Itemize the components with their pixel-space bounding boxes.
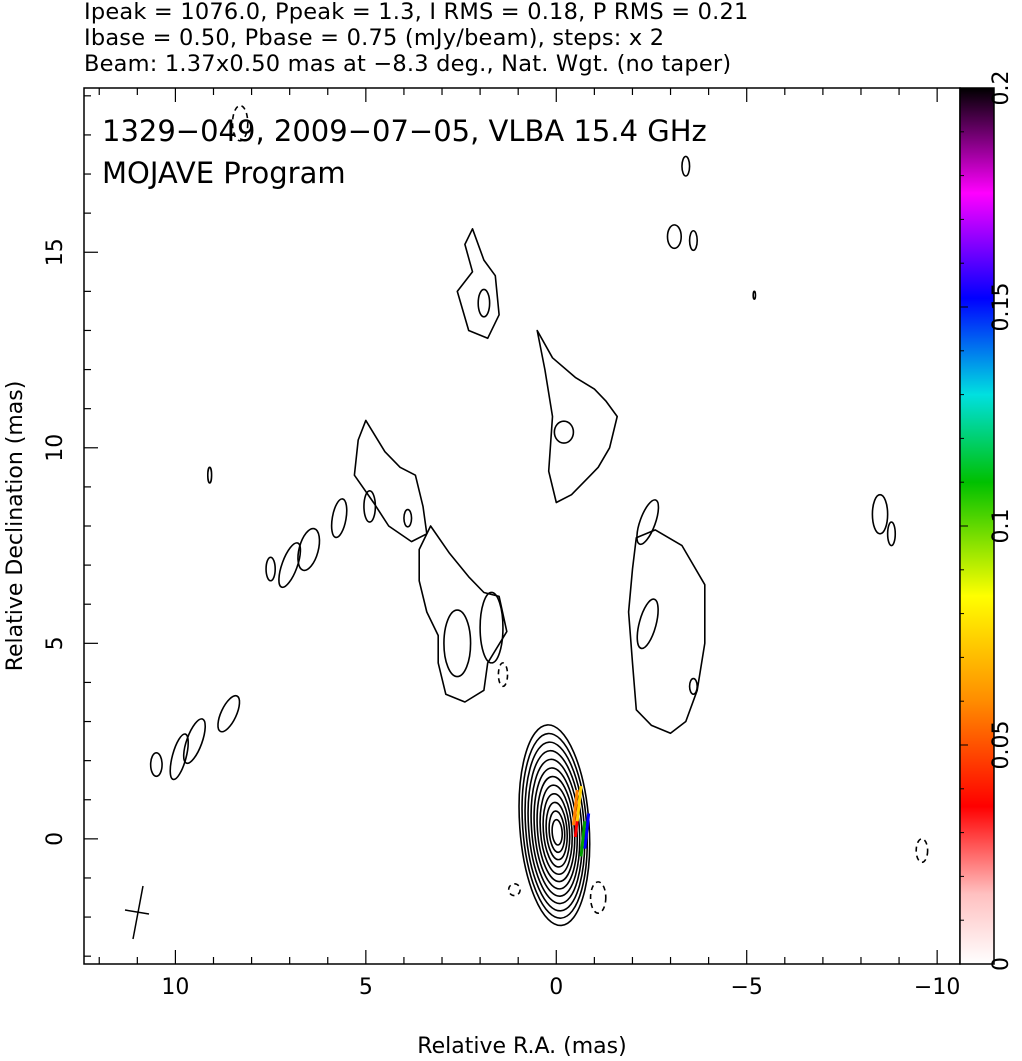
jet-contour: [403, 508, 413, 528]
jet-contour: [182, 718, 207, 765]
core-contour: [548, 810, 566, 854]
core-contour: [542, 793, 571, 868]
negative-contour: [497, 662, 509, 688]
negative-contour: [507, 883, 521, 897]
header-line-3: Beam: 1.37x0.50 mas at −8.3 deg., Nat. W…: [84, 51, 732, 77]
x-tick-label: 10: [161, 975, 189, 1000]
jet-contour: [636, 499, 660, 546]
polarization-vector: [575, 785, 583, 822]
axis-ticks: 10 5 0 −5 −10 0 5 10 15: [43, 88, 960, 1000]
core-contour: [539, 784, 573, 876]
jet-contour: [149, 752, 163, 778]
header-line-1: Ipeak = 1076.0, Ppeak = 1.3, I RMS = 0.1…: [84, 0, 749, 25]
core-contour: [530, 758, 581, 897]
core-contour: [551, 818, 564, 846]
x-tick-label: −10: [914, 975, 960, 1000]
contour-layer: [149, 104, 929, 927]
jet-contour: [871, 493, 889, 535]
jet-contour: [886, 521, 897, 547]
jet-contour: [330, 498, 348, 539]
jet-contour: [217, 694, 241, 733]
x-tick-label: 5: [359, 975, 373, 1000]
y-tick-label: 10: [43, 434, 68, 462]
colorbar-tick-label: 0: [989, 957, 1014, 971]
jet-contour: [688, 677, 698, 695]
polarization-vectors: [571, 785, 591, 857]
jet-contour: [297, 527, 321, 572]
jet-contour: [688, 229, 698, 252]
jet-contour: [681, 155, 691, 177]
polarization-vector: [571, 789, 579, 826]
jet-contour: [752, 290, 757, 300]
x-tick-label: −5: [730, 975, 762, 1000]
jet-contour: [265, 556, 276, 582]
jet-contour: [231, 104, 249, 142]
colorbar-tick-label: 0.2: [989, 71, 1014, 106]
chart-title: 1329−049, 2009−07−05, VLBA 15.4 GHz: [102, 114, 707, 148]
jet-contour: [418, 525, 508, 703]
y-tick-label: 0: [43, 832, 68, 846]
y-tick-label: 15: [43, 238, 68, 266]
colorbar-ticks: 0 0.05 0.1 0.15 0.2: [960, 71, 1014, 971]
y-axis-label: Relative Declination (mas): [3, 381, 28, 672]
jet-contour: [169, 733, 190, 781]
negative-contour: [589, 881, 607, 914]
colorbar-tick-label: 0.1: [989, 509, 1014, 544]
x-tick-label: 0: [549, 975, 563, 1000]
jet-contour: [666, 224, 683, 250]
colorbar-tick-label: 0.15: [989, 283, 1014, 332]
plot-frame: [83, 87, 961, 965]
header-line-2: Ibase = 0.50, Pbase = 0.75 (mJy/beam), s…: [84, 25, 665, 51]
jet-contour: [456, 228, 500, 340]
colorbar-tick-label: 0.05: [989, 721, 1014, 770]
x-axis-label: Relative R.A. (mas): [417, 1034, 626, 1059]
polarization-vector: [583, 813, 591, 849]
jet-contour: [536, 329, 618, 504]
jet-contour: [553, 420, 575, 444]
negative-contour: [915, 838, 929, 864]
jet-contour: [363, 490, 377, 523]
y-tick-label: 5: [43, 636, 68, 650]
beam-marker: [124, 885, 150, 940]
jet-contour: [353, 419, 428, 543]
jet-contour: [627, 529, 706, 735]
jet-contour: [443, 609, 472, 678]
jet-contour: [479, 591, 504, 664]
jet-contour: [636, 598, 659, 650]
core-contour: [536, 775, 576, 883]
core-contour: [527, 749, 583, 905]
jet-contour: [477, 288, 491, 318]
chart-subtitle: MOJAVE Program: [102, 156, 346, 190]
jet-contour: [206, 466, 213, 484]
jet-contour: [278, 542, 302, 589]
core-contour: [545, 801, 569, 861]
polarization-vector: [579, 821, 587, 857]
